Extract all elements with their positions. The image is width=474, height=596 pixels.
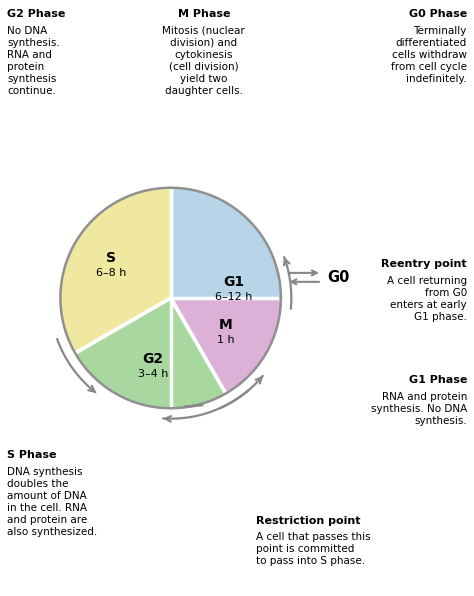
Text: Restriction point: Restriction point [256,516,360,526]
Text: 3–4 h: 3–4 h [138,369,168,378]
Text: S Phase: S Phase [7,450,56,460]
Text: A cell that passes this
point is committed
to pass into S phase.: A cell that passes this point is committ… [256,532,371,566]
Text: G1 Phase: G1 Phase [409,375,467,386]
Text: A cell returning
from G0
enters at early
G1 phase.: A cell returning from G0 enters at early… [387,276,467,322]
Polygon shape [171,298,281,393]
Text: 6–12 h: 6–12 h [215,291,252,302]
Text: G0 Phase: G0 Phase [409,9,467,19]
Polygon shape [60,188,171,353]
Text: G2 Phase: G2 Phase [7,9,65,19]
Text: RNA and protein
synthesis. No DNA
synthesis.: RNA and protein synthesis. No DNA synthe… [371,392,467,426]
Polygon shape [171,188,281,408]
Text: G1: G1 [223,275,244,288]
Text: G0: G0 [328,269,350,284]
Text: M: M [219,318,233,331]
Text: No DNA
synthesis.
RNA and
protein
synthesis
continue.: No DNA synthesis. RNA and protein synthe… [7,26,60,95]
Text: 6–8 h: 6–8 h [96,268,127,278]
Text: Reentry point: Reentry point [381,259,467,269]
Text: DNA synthesis
doubles the
amount of DNA
in the cell. RNA
and protein are
also sy: DNA synthesis doubles the amount of DNA … [7,467,97,536]
Polygon shape [75,298,226,408]
Text: Terminally
differentiated
cells withdraw
from cell cycle
indefinitely.: Terminally differentiated cells withdraw… [391,26,467,83]
Text: G2: G2 [142,352,164,366]
Text: 1 h: 1 h [217,334,235,344]
Text: Mitosis (nuclear
division) and
cytokinesis
(cell division)
yield two
daughter ce: Mitosis (nuclear division) and cytokines… [163,26,245,95]
Text: S: S [107,252,117,265]
Text: M Phase: M Phase [178,9,230,19]
